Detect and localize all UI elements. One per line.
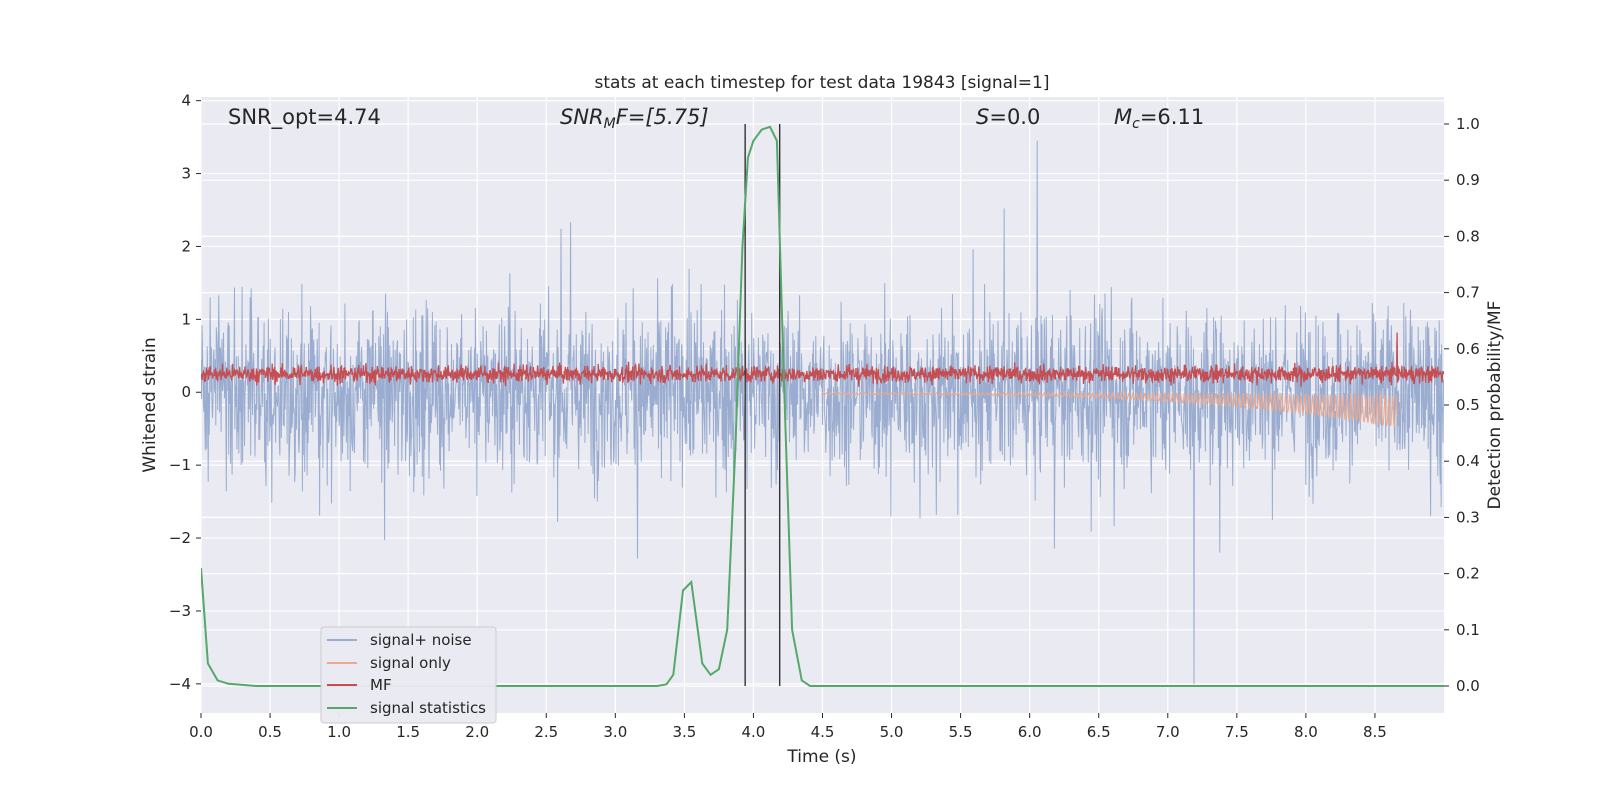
y-tick-label: 1 <box>181 310 191 328</box>
x-tick-label: 3.5 <box>672 723 696 741</box>
x-tick-label: 5.5 <box>949 723 973 741</box>
x-tick-label: 2.5 <box>534 723 558 741</box>
annotation-snr-mf: SNRMF=[5.75] <box>560 105 709 132</box>
y-right-tick-label: 0.3 <box>1456 508 1480 526</box>
legend: signal+ noise signal only MF signal stat… <box>320 626 497 724</box>
x-tick-label: 8.5 <box>1363 723 1387 741</box>
x-tick-label: 1.5 <box>396 723 420 741</box>
y-tick-label: −3 <box>169 602 191 620</box>
y-tick-label: −4 <box>169 675 191 693</box>
x-tick-label: 2.0 <box>465 723 489 741</box>
y-right-tick-label: 0.5 <box>1456 396 1480 414</box>
x-tick-label: 4.0 <box>742 723 766 741</box>
y-right-tick-label: 1.0 <box>1456 115 1480 133</box>
x-tick-label: 0.5 <box>258 723 282 741</box>
y-axis-label: Whitened strain <box>140 337 160 472</box>
annotation-s-rest: =0.0 <box>989 105 1040 129</box>
y-tick-label: −1 <box>169 456 191 474</box>
legend-label-signal-plus-noise: signal+ noise <box>370 631 472 649</box>
annotation-snr-mf-label: SNR <box>560 105 604 129</box>
x-tick-label: 0.0 <box>189 723 213 741</box>
x-tick-label: 7.5 <box>1225 723 1249 741</box>
y-right-tick-label: 0.8 <box>1456 227 1480 245</box>
y-tick-label: −2 <box>169 529 191 547</box>
legend-label-signal-only: signal only <box>370 654 451 672</box>
y-axis-right-label: Detection probability/MF <box>1485 301 1505 510</box>
legend-box <box>320 626 497 724</box>
annotation-snr-opt: SNR_opt=4.74 <box>228 105 381 130</box>
annotation-s: S=0.0 <box>976 105 1040 129</box>
y-tick-label: 0 <box>181 383 191 401</box>
x-axis-label: Time (s) <box>786 747 856 767</box>
annotation-snr-mf-sub: M <box>604 116 616 132</box>
x-tick-label: 4.5 <box>811 723 835 741</box>
y-tick-label: 4 <box>181 92 191 110</box>
annotation-mc-rest: =6.11 <box>1140 105 1204 129</box>
annotation-mc: Mc=6.11 <box>1114 105 1204 132</box>
y-right-tick-label: 0.0 <box>1456 677 1480 695</box>
series-signal-plus-noise <box>201 140 1444 685</box>
annotation-mc-sub: c <box>1132 116 1140 132</box>
x-tick-label: 6.5 <box>1087 723 1111 741</box>
series-signal-only <box>822 390 1398 428</box>
series-mf <box>201 332 1444 387</box>
y-right-tick-label: 0.2 <box>1456 565 1480 583</box>
chart-title: stats at each timestep for test data 198… <box>595 73 1050 93</box>
x-axis-ticks: 0.0 0.5 1.0 1.5 2.0 2.5 3.0 3.5 4.0 4.5 5.0 5.5 6.0 6… <box>189 713 1387 741</box>
y-tick-label: 2 <box>181 237 191 255</box>
y-right-tick-label: 0.1 <box>1456 621 1480 639</box>
annotation-snr-mf-rest: F=[5.75] <box>616 105 709 129</box>
legend-label-signal-statistics: signal statistics <box>370 699 486 717</box>
y-right-tick-label: 0.6 <box>1456 340 1480 358</box>
x-tick-label: 5.0 <box>880 723 904 741</box>
legend-label-mf: MF <box>370 676 392 694</box>
x-tick-label: 3.0 <box>603 723 627 741</box>
x-tick-label: 1.0 <box>327 723 351 741</box>
x-tick-label: 6.0 <box>1018 723 1042 741</box>
y-right-tick-label: 0.9 <box>1456 171 1480 189</box>
y-tick-label: 3 <box>181 165 191 183</box>
y-right-tick-label: 0.7 <box>1456 284 1480 302</box>
annotation-s-label: S <box>976 105 989 129</box>
y-axis-right-ticks: 1.0 0.9 0.8 0.7 0.6 0.5 0.4 0.3 0.2 0.1 0.0 <box>1444 115 1480 695</box>
x-tick-label: 8.0 <box>1294 723 1318 741</box>
y-axis-left-ticks: 4 3 2 1 0 −1 −2 −3 −4 <box>169 92 201 693</box>
y-right-tick-label: 0.4 <box>1456 452 1480 470</box>
annotation-mc-label: M <box>1114 105 1132 129</box>
x-tick-label: 7.0 <box>1156 723 1180 741</box>
